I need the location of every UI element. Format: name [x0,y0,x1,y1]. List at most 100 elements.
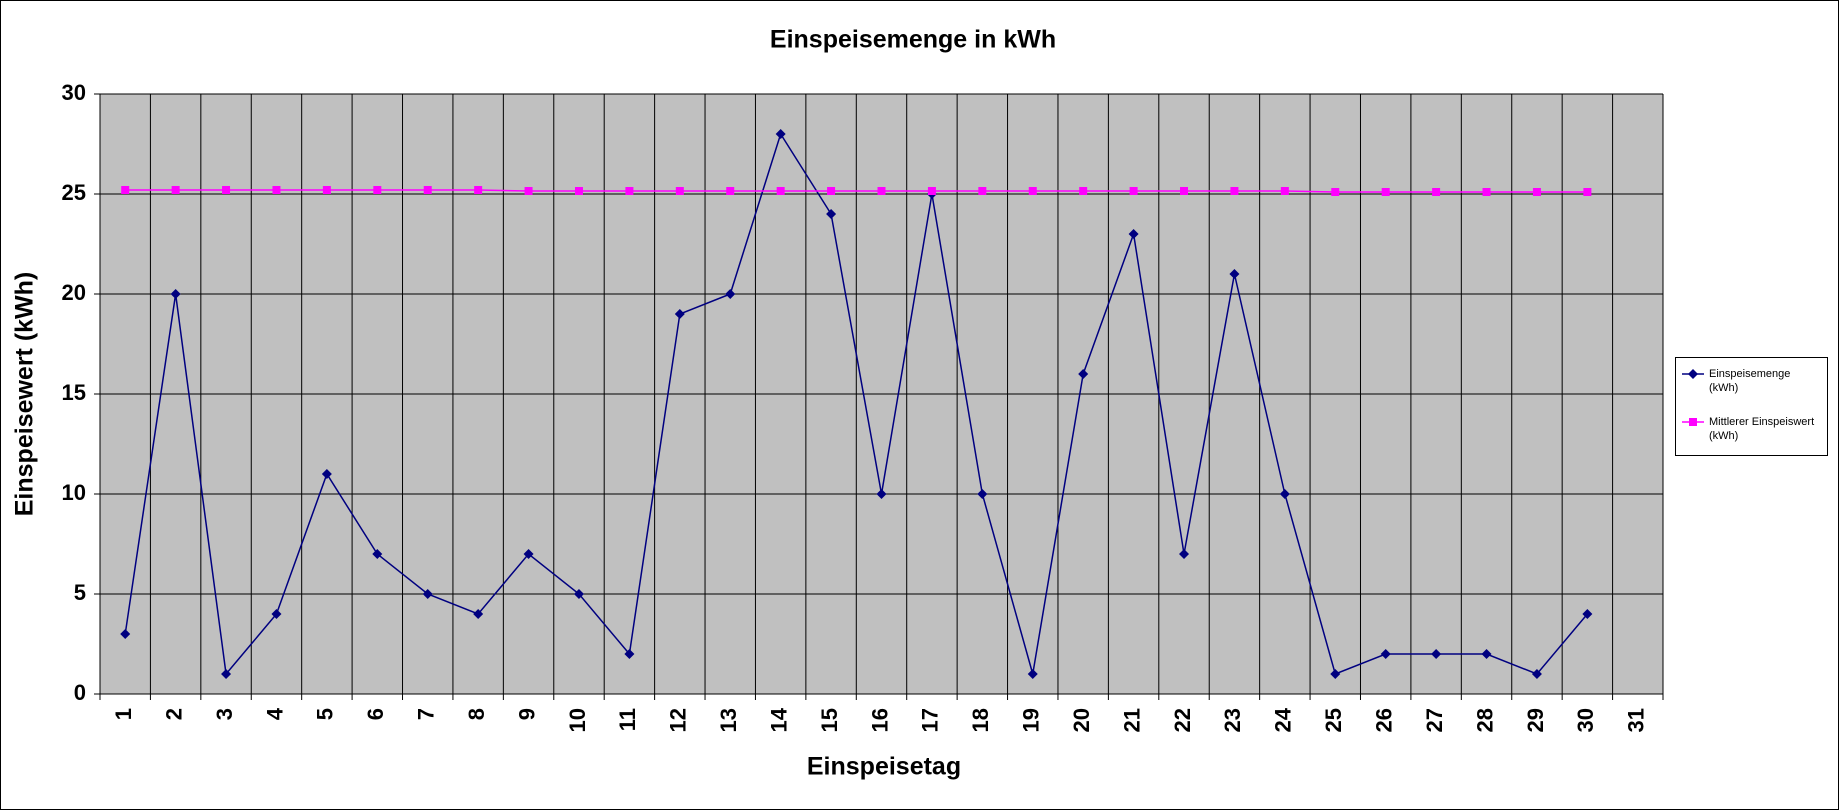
point [977,489,988,499]
point [1380,649,1391,659]
legend-label: Einspeisemenge (kWh) [1709,368,1790,394]
point [776,187,785,195]
point [322,186,331,194]
x-tick-label: 25 [1321,708,1346,732]
point [725,289,736,299]
point [271,609,282,619]
x-tick-label: 17 [918,708,943,732]
x-tick-label: 20 [1069,708,1094,732]
x-tick-label: 22 [1170,708,1195,732]
x-tick-label: 31 [1624,708,1649,732]
point [1381,188,1390,196]
point [775,129,786,139]
x-tick-label: 24 [1271,707,1296,732]
point [1481,649,1492,659]
x-axis-label: Einspeisetag [807,753,961,781]
point [221,669,232,679]
point [1688,369,1698,379]
legend [1675,357,1828,456]
point [1180,187,1189,195]
point [272,186,281,194]
x-tick-label: 29 [1523,708,1548,732]
point [523,549,534,559]
x-tick-label: 5 [313,708,338,720]
point [373,186,382,194]
x-tick-label: 18 [968,708,993,732]
x-tick-label: 7 [414,708,439,720]
x-tick-label: 21 [1119,708,1144,732]
x-tick-label: 4 [262,707,287,720]
point [726,187,735,195]
x-tick-label: 13 [716,708,741,732]
point [674,309,685,319]
point [524,187,533,195]
x-tick-label: 2 [161,708,186,720]
x-tick-label: 10 [565,708,590,732]
x-tick-label: 19 [1019,708,1044,732]
point [827,187,836,195]
y-tick-label: 15 [62,380,86,405]
series-line [124,132,1588,676]
x-tick-label: 16 [867,708,892,732]
x-tick-label: 12 [666,708,691,732]
point [1583,188,1592,196]
x-tick-label: 3 [212,708,237,720]
point [422,589,433,599]
x-tick-label: 8 [464,708,489,720]
point [1128,229,1139,239]
x-tick-label: 6 [363,708,388,720]
point [222,186,231,194]
x-tick-label: 14 [766,707,791,732]
point [1078,369,1089,379]
point [473,609,484,619]
point [1582,609,1593,619]
point [120,629,131,639]
point [1279,489,1290,499]
legend-label: Mittlerer Einspeiswert (kWh) [1709,416,1814,442]
point [876,489,887,499]
point [1129,187,1138,195]
point [1482,188,1491,196]
point [1431,649,1442,659]
x-tick-label: 9 [514,708,539,720]
point [1179,549,1190,559]
point [826,209,837,219]
point [474,186,483,194]
point [927,187,936,195]
x-tick-label: 1 [111,708,136,720]
point [1689,418,1697,426]
point [1229,269,1240,279]
point [1230,187,1239,195]
point [321,469,332,479]
point [624,649,635,659]
y-tick-label: 5 [74,580,86,605]
point [1280,187,1289,195]
y-tick-label: 10 [62,480,86,505]
point [1027,669,1038,679]
point [978,187,987,195]
x-tick-label: 15 [817,708,842,732]
x-tick-label: 27 [1422,708,1447,732]
x-tick-label: 23 [1220,708,1245,732]
point [1330,669,1341,679]
y-axis-label: Einspeisewert (kWh) [11,272,39,517]
x-tick-label: 11 [615,708,640,731]
point [171,186,180,194]
x-tick-label: 28 [1472,708,1497,732]
point [625,187,634,195]
point [1028,187,1037,195]
y-tick-label: 25 [62,180,86,205]
point [121,186,130,194]
point [1532,188,1541,196]
y-tick-label: 0 [74,680,86,705]
x-tick-label: 30 [1573,708,1598,732]
point [372,549,383,559]
point [1331,188,1340,196]
point [574,187,583,195]
y-tick-label: 20 [62,280,86,305]
point [423,186,432,194]
point [170,289,181,299]
point [1432,188,1441,196]
x-tick-label: 26 [1372,708,1397,732]
